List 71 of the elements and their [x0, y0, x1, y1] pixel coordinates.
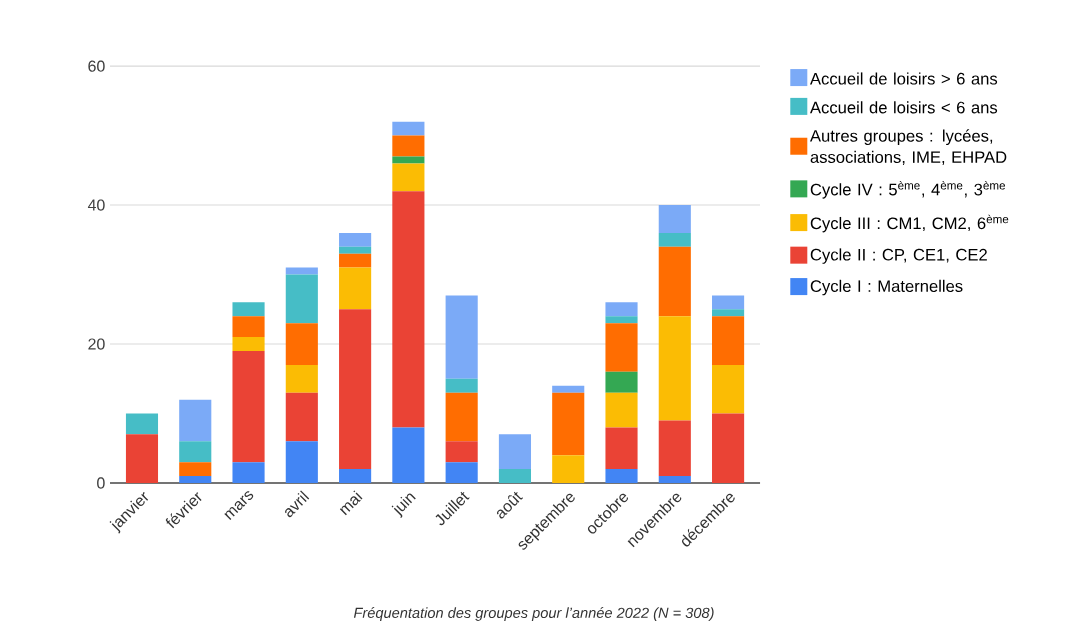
bar: [285, 274, 318, 324]
bar: [445, 295, 478, 379]
bar: [445, 441, 478, 463]
bar: [392, 156, 425, 164]
bar: [605, 323, 638, 372]
bar: [339, 309, 372, 470]
bar: [179, 399, 212, 442]
bar: [445, 462, 478, 483]
bar: [712, 413, 745, 483]
bar: [712, 309, 745, 317]
bar: [285, 364, 318, 393]
bar: [339, 246, 372, 254]
y-tick-label: 40: [87, 199, 105, 211]
y-tick-label: 60: [88, 60, 105, 72]
bar: [392, 121, 425, 136]
bar: [605, 392, 638, 428]
bar: [285, 392, 318, 442]
bar: [445, 392, 478, 442]
legend-label: Accueil de loisirs > 6 ans: [810, 72, 998, 85]
bar: [658, 420, 691, 477]
y-tick-label: 0: [97, 477, 105, 489]
bar: [339, 469, 372, 483]
legend-label: Cycle I : Maternelles: [810, 279, 963, 296]
bar: [285, 323, 318, 365]
bar: [605, 371, 638, 393]
bar: [339, 253, 372, 268]
x-tick-label: mai: [339, 490, 363, 516]
bar: [658, 232, 691, 247]
bar: [232, 316, 265, 338]
bar: [285, 441, 318, 483]
x-tick-label: juin: [391, 493, 416, 518]
bar: [125, 413, 159, 435]
bar: [658, 476, 691, 483]
bar: [712, 295, 745, 310]
bar: [232, 350, 265, 463]
bar: [658, 246, 691, 317]
bar: [179, 476, 212, 483]
bar: [498, 469, 532, 483]
bar: [339, 232, 372, 247]
bar: [658, 205, 691, 233]
legend-label: Autres groupes : lycées, associations, IME, EHPAD: [810, 129, 1007, 165]
bar: [125, 434, 159, 483]
bar: [232, 337, 265, 351]
bar: [552, 385, 585, 393]
bar: [392, 427, 425, 483]
bar: [392, 191, 425, 428]
bar: [232, 462, 265, 483]
text: Fréquentation des groupes pour l’année 2022 (N = 308): [353, 607, 714, 621]
bar: [392, 135, 425, 157]
bar: [498, 434, 532, 470]
legend-label: Cycle II : CP, CE1, CE2: [810, 248, 987, 264]
bar: [605, 316, 638, 324]
bar: [445, 378, 478, 393]
y-tick-label: 20: [88, 338, 105, 350]
bar: [605, 302, 638, 317]
bar: [712, 316, 745, 365]
bar: [605, 427, 638, 470]
bar: [179, 441, 212, 463]
legend-label: Accueil de loisirs < 6 ans: [810, 101, 998, 114]
legend-label: Cycle IV : 5$^{ème}$, 4$^{ème}$, 3$^{ème}$: [810, 180, 1006, 199]
bar: [552, 392, 585, 456]
bar: [712, 364, 745, 414]
bar: [339, 267, 372, 310]
bar: [179, 462, 212, 477]
bar: [552, 455, 585, 483]
bar: [285, 267, 318, 275]
legend-label: Cycle III : CM1, CM2, 6$^{ème}$: [810, 214, 1009, 233]
bar: [605, 469, 638, 483]
bar: [658, 316, 691, 421]
bar: [232, 302, 265, 317]
bar: [392, 163, 425, 192]
